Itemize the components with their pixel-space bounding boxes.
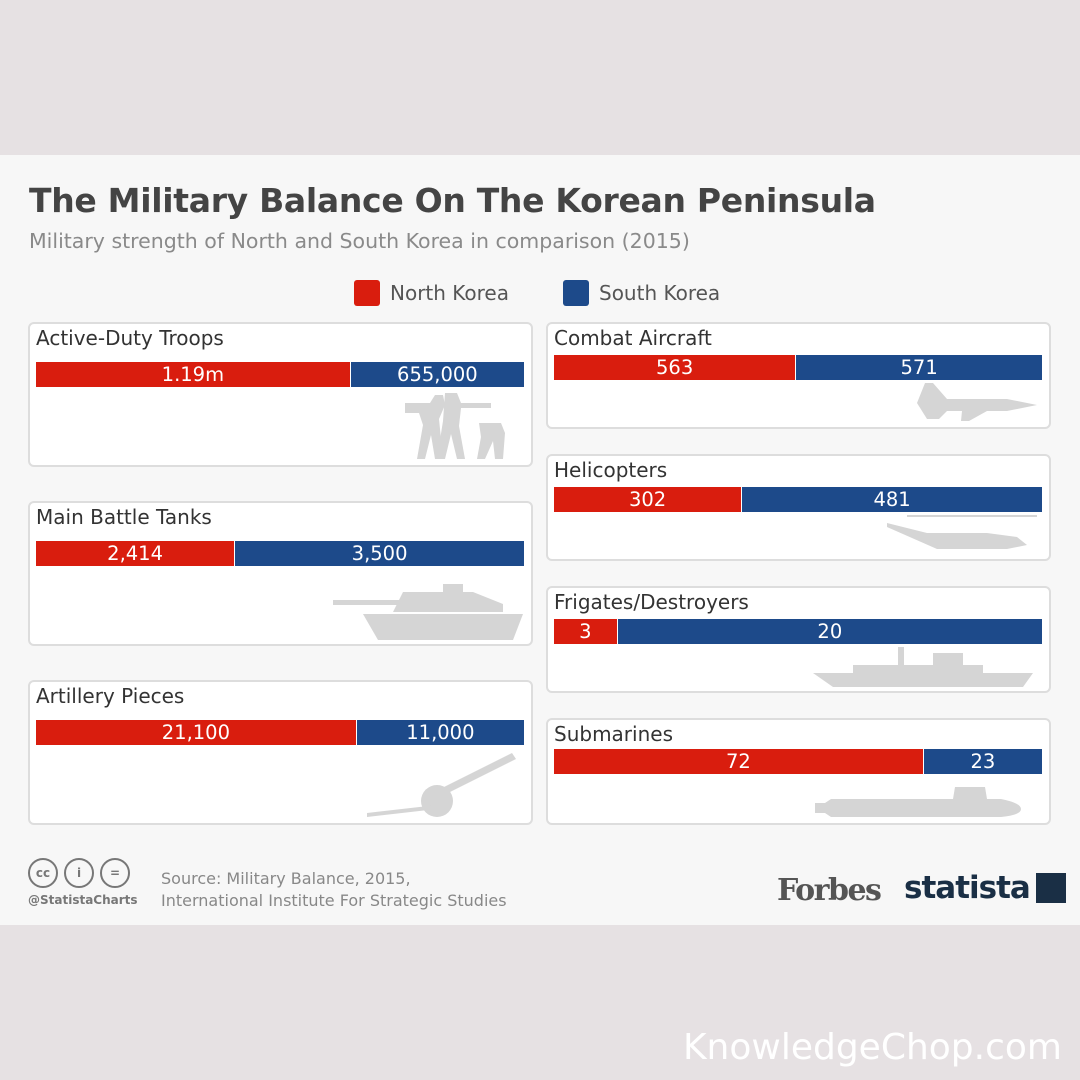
legend-item-south-korea: South Korea xyxy=(563,280,720,306)
stacked-bar: 2,414 3,500 xyxy=(36,541,524,566)
jet-icon xyxy=(917,383,1037,421)
chart-title: The Military Balance On The Korean Penin… xyxy=(29,181,876,220)
bar-north-korea: 2,414 xyxy=(36,541,236,566)
panel-title: Artillery Pieces xyxy=(36,684,185,708)
creative-commons-icons: cc i = xyxy=(28,858,130,888)
bar-north-korea: 1.19m xyxy=(36,362,351,387)
panel-title: Submarines xyxy=(554,722,673,746)
soldiers-icon xyxy=(405,393,505,459)
source-line-2: International Institute For Strategic St… xyxy=(161,891,507,910)
panel-title: Main Battle Tanks xyxy=(36,505,212,529)
bar-north-korea: 72 xyxy=(554,749,924,774)
bar-south-korea: 23 xyxy=(923,749,1042,774)
bar-south-korea: 655,000 xyxy=(350,362,524,387)
panel-active-duty-troops: Active-Duty Troops 1.19m 655,000 xyxy=(28,322,533,467)
panel-submarines: Submarines 72 23 xyxy=(546,718,1051,825)
legend-swatch-north xyxy=(354,280,380,306)
bar-north-korea: 302 xyxy=(554,487,743,512)
bar-north-korea: 21,100 xyxy=(36,720,357,745)
panel-combat-aircraft: Combat Aircraft 563 571 xyxy=(546,322,1051,429)
legend-swatch-south xyxy=(563,280,589,306)
bar-south-korea: 20 xyxy=(617,619,1042,644)
source-line-1: Source: Military Balance, 2015, xyxy=(161,869,411,888)
stacked-bar: 563 571 xyxy=(554,355,1042,380)
helicopter-icon xyxy=(887,515,1037,549)
panel-title: Frigates/Destroyers xyxy=(554,590,749,614)
bar-south-korea: 3,500 xyxy=(235,541,524,566)
chart-subtitle: Military strength of North and South Kor… xyxy=(29,229,690,253)
stacked-bar: 3 20 xyxy=(554,619,1042,644)
stacked-bar: 21,100 11,000 xyxy=(36,720,524,745)
forbes-logo: Forbes xyxy=(777,873,882,908)
statista-logo: statista xyxy=(904,870,1066,906)
panel-helicopters: Helicopters 302 481 xyxy=(546,454,1051,561)
panel-artillery-pieces: Artillery Pieces 21,100 11,000 xyxy=(28,680,533,825)
statista-logo-text: statista xyxy=(904,870,1031,906)
panel-title: Helicopters xyxy=(554,458,668,482)
panel-frigates-destroyers: Frigates/Destroyers 3 20 xyxy=(546,586,1051,693)
panel-title: Combat Aircraft xyxy=(554,326,712,350)
submarine-icon xyxy=(815,787,1021,817)
watermark: KnowledgeChop.com xyxy=(682,1027,1062,1068)
legend-label-north: North Korea xyxy=(390,281,509,305)
artillery-icon xyxy=(367,753,516,817)
bar-south-korea: 481 xyxy=(742,487,1042,512)
bar-south-korea: 11,000 xyxy=(356,720,524,745)
panel-main-battle-tanks: Main Battle Tanks 2,414 3,500 xyxy=(28,501,533,646)
tank-icon xyxy=(333,584,523,640)
legend-label-south: South Korea xyxy=(599,281,721,305)
bar-south-korea: 571 xyxy=(796,355,1042,380)
cc-icon: cc xyxy=(28,858,58,888)
statista-handle: @StatistaCharts xyxy=(28,893,138,907)
source-note: Source: Military Balance, 2015, Internat… xyxy=(161,868,507,912)
stacked-bar: 302 481 xyxy=(554,487,1042,512)
panel-title: Active-Duty Troops xyxy=(36,326,224,350)
bar-north-korea: 563 xyxy=(554,355,797,380)
attribution-icon: i xyxy=(64,858,94,888)
legend-item-north-korea: North Korea xyxy=(354,280,509,306)
statista-logo-icon xyxy=(1035,873,1066,903)
no-derivatives-icon: = xyxy=(100,858,130,888)
stacked-bar: 1.19m 655,000 xyxy=(36,362,524,387)
warship-icon xyxy=(813,647,1033,687)
bar-north-korea: 3 xyxy=(554,619,618,644)
stacked-bar: 72 23 xyxy=(554,749,1042,774)
